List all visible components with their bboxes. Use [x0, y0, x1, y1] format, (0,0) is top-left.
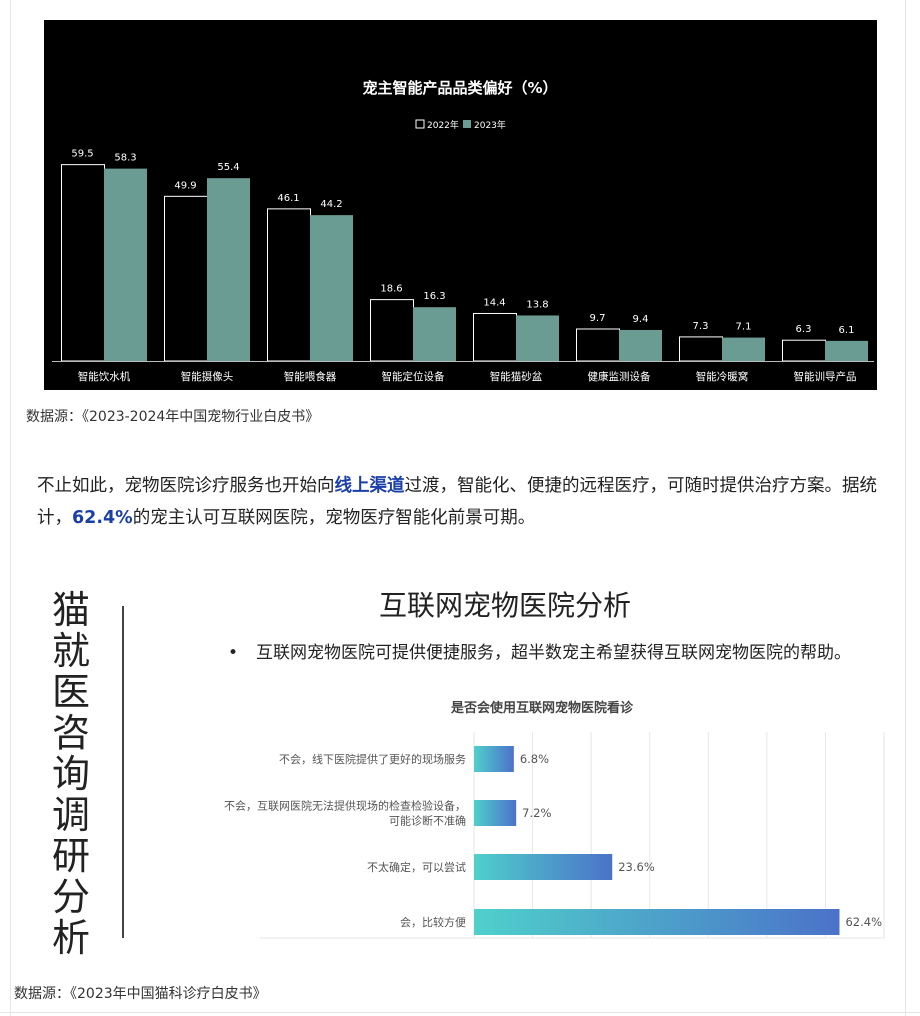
value-label-2023: 7.1	[736, 322, 752, 333]
vertical-title-char: 就	[51, 629, 90, 673]
hbar-chart-svg: 是否会使用互联网宠物医院看诊 6.8% 不会，线下医院提供了更好的现场服务 7.2% 不…	[224, 700, 885, 939]
vertical-title-char: 咨	[51, 711, 90, 755]
value-label-2022: 59.5	[71, 149, 93, 160]
bullet-text: 互联网宠物医院可提供便捷服务，超半数宠主希望获得互联网宠物医院的帮助。	[256, 643, 851, 663]
bar-2022	[782, 339, 826, 362]
infographic-bullet: • 互联网宠物医院可提供便捷服务，超半数宠主希望获得互联网宠物医院的帮助。	[228, 638, 851, 663]
vertical-title-char: 调	[51, 793, 90, 837]
hbar-value-label: 7.2%	[522, 806, 551, 820]
legend-swatch-2022	[415, 119, 425, 129]
chart-source-note: 数据源：《2023-2024年中国宠物行业白皮书》	[26, 409, 320, 425]
hbar	[474, 854, 613, 880]
value-label-2023: 13.8	[526, 299, 548, 310]
hbar	[474, 746, 514, 772]
para-text-3: 的宠主认可互联网医院，宠物医疗智能化前景可期。	[132, 508, 536, 528]
vertical-title-char: 猫	[51, 588, 90, 632]
vertical-title-char: 医	[51, 670, 90, 714]
hbar	[474, 800, 517, 826]
hbar	[474, 909, 840, 935]
bar-2023	[722, 337, 765, 361]
hbar-value-label: 6.8%	[520, 752, 549, 766]
value-label-2022: 18.6	[380, 284, 402, 295]
category-label: 智能冷暖窝	[696, 370, 749, 383]
highlight-online-channel: 线上渠道	[334, 476, 405, 496]
hbar-category-label: 不太确定，可以尝试	[367, 860, 466, 874]
category-label: 智能定位设备	[382, 370, 445, 383]
para-text-2: 过渡，智能化、便捷的远程医疗，可随时提供治疗方案。据统计，	[37, 476, 877, 528]
bar-2023	[619, 329, 662, 361]
vertical-title-char: 研	[51, 834, 90, 878]
hbar-category-label: 不会，线下医院提供了更好的现场服务	[279, 752, 466, 766]
value-label-2022: 7.3	[693, 321, 709, 332]
vertical-title-char: 分	[51, 875, 90, 919]
bar-2023	[413, 307, 456, 361]
legend-swatch-2023	[463, 120, 471, 128]
bar-2022	[370, 299, 414, 362]
frame-bottom-border	[0, 1012, 920, 1013]
hbar-category-label: 可能诊断不准确	[389, 814, 466, 828]
hbar-value-label: 62.4%	[845, 915, 882, 929]
category-label: 智能喂食器	[284, 370, 337, 383]
value-label-2022: 14.4	[483, 297, 505, 308]
vertical-title-char: 询	[51, 752, 90, 796]
bar-2023	[825, 340, 868, 361]
value-label-2023: 55.4	[217, 162, 239, 173]
infographic-source-note: 数据源：《2023年中国猫科诊疗白皮书》	[14, 986, 267, 1002]
hbar-category-label: 不会，互联网医院无法提供现场的检查检验设备，	[224, 799, 466, 813]
chart-title: 宠主智能产品品类偏好（%）	[362, 79, 557, 97]
value-label-2023: 16.3	[423, 291, 445, 302]
bar-2022	[679, 336, 723, 362]
frame-right-border	[905, 0, 906, 1016]
bar-2023	[310, 215, 353, 361]
category-label: 智能训导产品	[794, 370, 857, 383]
vertical-divider	[122, 606, 124, 938]
category-label: 智能摄像头	[181, 370, 234, 383]
vertical-title: 猫 就 医 咨 询 调 研 分 析	[48, 590, 94, 959]
bar-2022	[576, 328, 620, 362]
value-label-2022: 9.7	[590, 313, 606, 324]
bar-2022	[473, 312, 517, 362]
chart-title: 是否会使用互联网宠物医院看诊	[450, 700, 634, 716]
pet-smart-product-chart: 宠主智能产品品类偏好（%） 2022年 2023年 59.5 58.3 智能饮水机 49.9…	[44, 20, 877, 390]
bar-2023	[104, 168, 147, 361]
legend-label-2022: 2022年	[427, 119, 459, 131]
bar-2022	[164, 195, 208, 362]
hbar-value-label: 23.6%	[618, 860, 655, 874]
value-label-2023: 58.3	[114, 153, 136, 164]
category-label: 智能饮水机	[78, 370, 131, 383]
bar-2023	[516, 315, 559, 361]
highlight-percentage: 62.4%	[72, 508, 133, 528]
bar-2022	[267, 208, 311, 362]
para-text-1: 不止如此，宠物医院诊疗服务也开始向	[37, 476, 335, 496]
bar-2023	[207, 178, 250, 361]
category-label: 健康监测设备	[588, 370, 651, 383]
bar-2022	[61, 164, 105, 362]
category-label: 智能猫砂盆	[490, 370, 543, 383]
bullet-dot: •	[228, 643, 239, 663]
legend-label-2023: 2023年	[474, 119, 506, 131]
value-label-2023: 44.2	[320, 199, 342, 210]
infographic-title: 互联网宠物医院分析	[378, 589, 631, 622]
online-hospital-usage-chart: 是否会使用互联网宠物医院看诊 6.8% 不会，线下医院提供了更好的现场服务 7.2% 不…	[170, 690, 890, 950]
value-label-2023: 6.1	[839, 325, 855, 336]
body-paragraph: 不止如此，宠物医院诊疗服务也开始向线上渠道过渡，智能化、便捷的远程医疗，可随时提…	[37, 470, 897, 534]
vertical-title-char: 析	[51, 916, 90, 960]
value-label-2023: 9.4	[633, 314, 649, 325]
value-label-2022: 46.1	[277, 193, 299, 204]
bar-chart-svg: 宠主智能产品品类偏好（%） 2022年 2023年 59.5 58.3 智能饮水机 49.9…	[52, 79, 874, 383]
value-label-2022: 6.3	[796, 324, 812, 335]
hbar-category-label: 会，比较方便	[400, 915, 466, 929]
value-label-2022: 49.9	[174, 180, 196, 191]
frame-left-border	[10, 0, 11, 1016]
